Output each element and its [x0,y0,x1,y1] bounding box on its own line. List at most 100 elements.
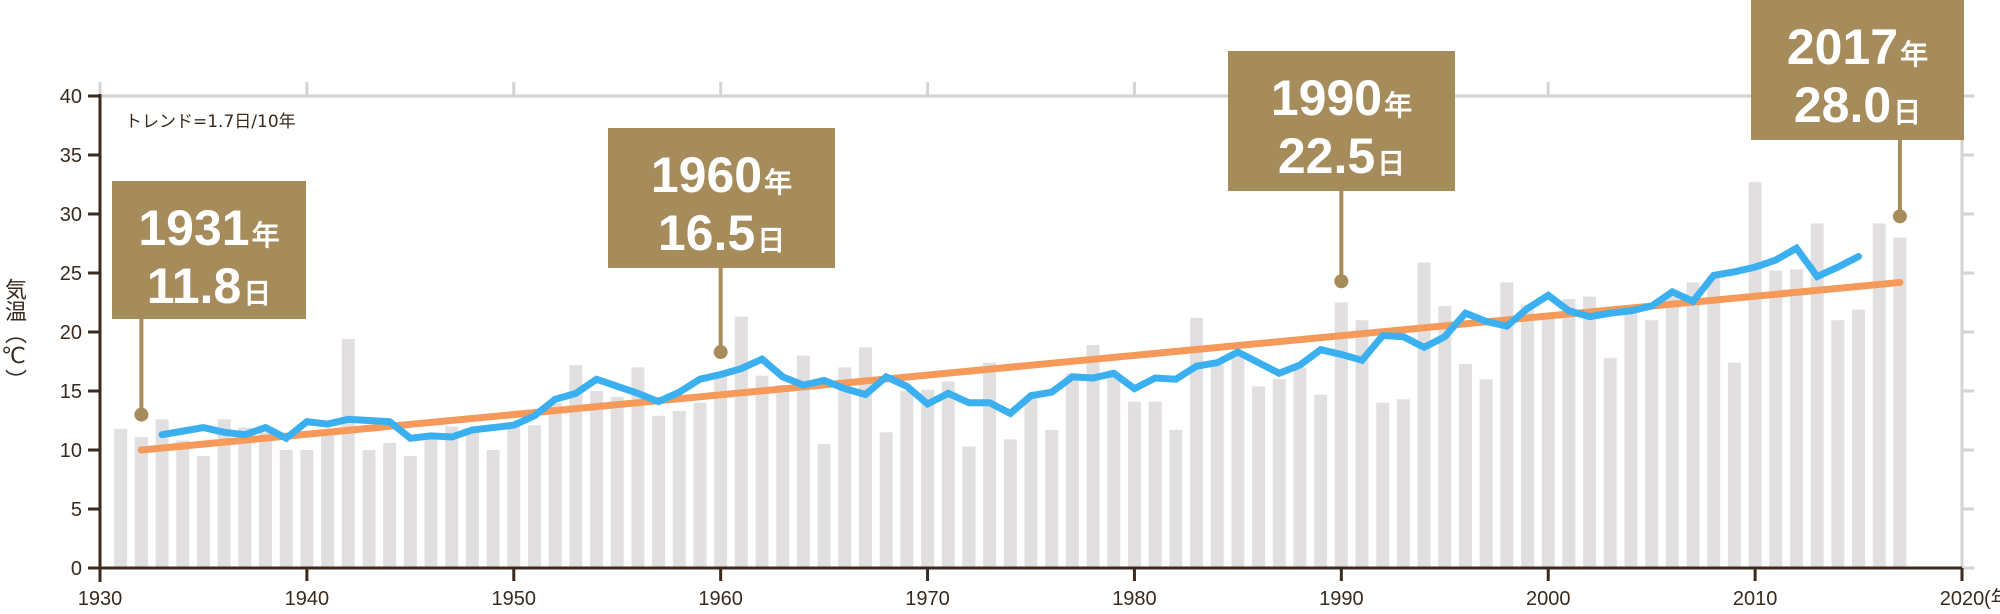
bar [1355,320,1369,568]
bar [1665,296,1679,568]
callout-year-unit: 年 [764,166,792,199]
callout-year-value: 1931 [138,200,249,256]
bar [1458,363,1472,568]
callout-value: 16.5日 [658,205,785,261]
axes: 0 5 10 15 20 25 30 35 40 1930 1940 1950 1960 1970 1980… [60,86,2000,610]
x-tick-label: 1940 [285,588,330,610]
callout-value-number: 16.5 [658,205,755,261]
bar [217,419,231,568]
callout-box [608,128,835,268]
callout-value-unit: 日 [757,224,785,257]
bar [445,426,459,568]
callout-box [1228,51,1455,191]
bar [590,391,604,568]
y-tick-label: 15 [60,381,82,403]
bar [383,442,397,568]
callout-year: 2017年 [1787,19,1928,75]
bar [1707,275,1721,568]
bar [1624,310,1638,568]
callout-year-value: 2017 [1787,19,1898,75]
bar [962,446,976,568]
y-tick-label: 0 [71,558,82,580]
callout-dot [134,407,149,422]
bar [300,450,314,568]
bar [1872,223,1886,568]
bar [1769,270,1783,568]
bar [941,381,955,568]
bar [1293,367,1307,568]
bar [672,411,686,568]
bar [1376,402,1390,568]
callout-dot [1892,209,1907,224]
x-tick-label: 1970 [905,588,950,610]
callout-value-number: 28.0 [1794,77,1891,133]
bar [548,402,562,568]
x-tick-label: 2020 [1940,588,1985,610]
bar [321,432,335,568]
bar [1065,373,1079,568]
bar [631,367,645,568]
callout-dot [1334,274,1349,289]
y-tick-label: 40 [60,86,82,108]
bar [1789,269,1803,568]
callout-year: 1931年 [138,200,279,256]
bar [134,437,148,568]
bar [1438,306,1452,568]
bar [569,365,583,568]
callout-value: 11.8日 [147,258,272,314]
callout-value-unit: 日 [1377,147,1405,180]
callout-value-unit: 日 [243,277,271,310]
bar [817,444,831,568]
bar [1810,223,1824,568]
bar [921,389,935,568]
bar [734,316,748,568]
x-tick-label: 1960 [698,588,743,610]
bar [507,426,521,568]
bar [403,455,417,568]
bar-series [114,182,1907,568]
bar [1645,320,1659,568]
bar [983,362,997,568]
y-tick-label: 30 [60,204,82,226]
bar [196,455,210,568]
callout-value: 28.0日 [1794,77,1921,133]
callout-year-value: 1960 [651,147,762,203]
bar [1272,379,1286,568]
callout-year-unit: 年 [1384,89,1412,122]
bar [259,432,273,568]
bar [858,347,872,568]
x-axis-unit: (年) [1984,587,2000,610]
bar [714,373,728,568]
bar [114,428,128,568]
bar [1748,182,1762,568]
bar [527,425,541,568]
callout-value: 22.5日 [1278,128,1405,184]
bar [238,427,252,568]
y-tick-label: 35 [60,145,82,167]
bar [610,396,624,568]
callout-box [112,181,306,319]
x-tick-label: 1980 [1112,588,1157,610]
bar [279,450,293,568]
callout-year-value: 1990 [1271,70,1382,126]
bar [1686,282,1700,568]
bar [776,385,790,568]
callout-value-unit: 日 [1893,96,1921,129]
bar [486,450,500,568]
y-axis-label: 気温（℃） [1,278,26,391]
line-series [137,243,1904,454]
bar [155,419,169,568]
bar [693,402,707,568]
callout-year-unit: 年 [252,219,280,252]
bar [755,375,769,568]
bar [1127,401,1141,568]
bar [1562,298,1576,568]
bar [1479,379,1493,568]
callout-year-unit: 年 [1900,38,1928,71]
bar [1252,386,1266,568]
y-tick-label: 25 [60,263,82,285]
bar [796,355,810,568]
x-tick-label: 2010 [1733,588,1778,610]
